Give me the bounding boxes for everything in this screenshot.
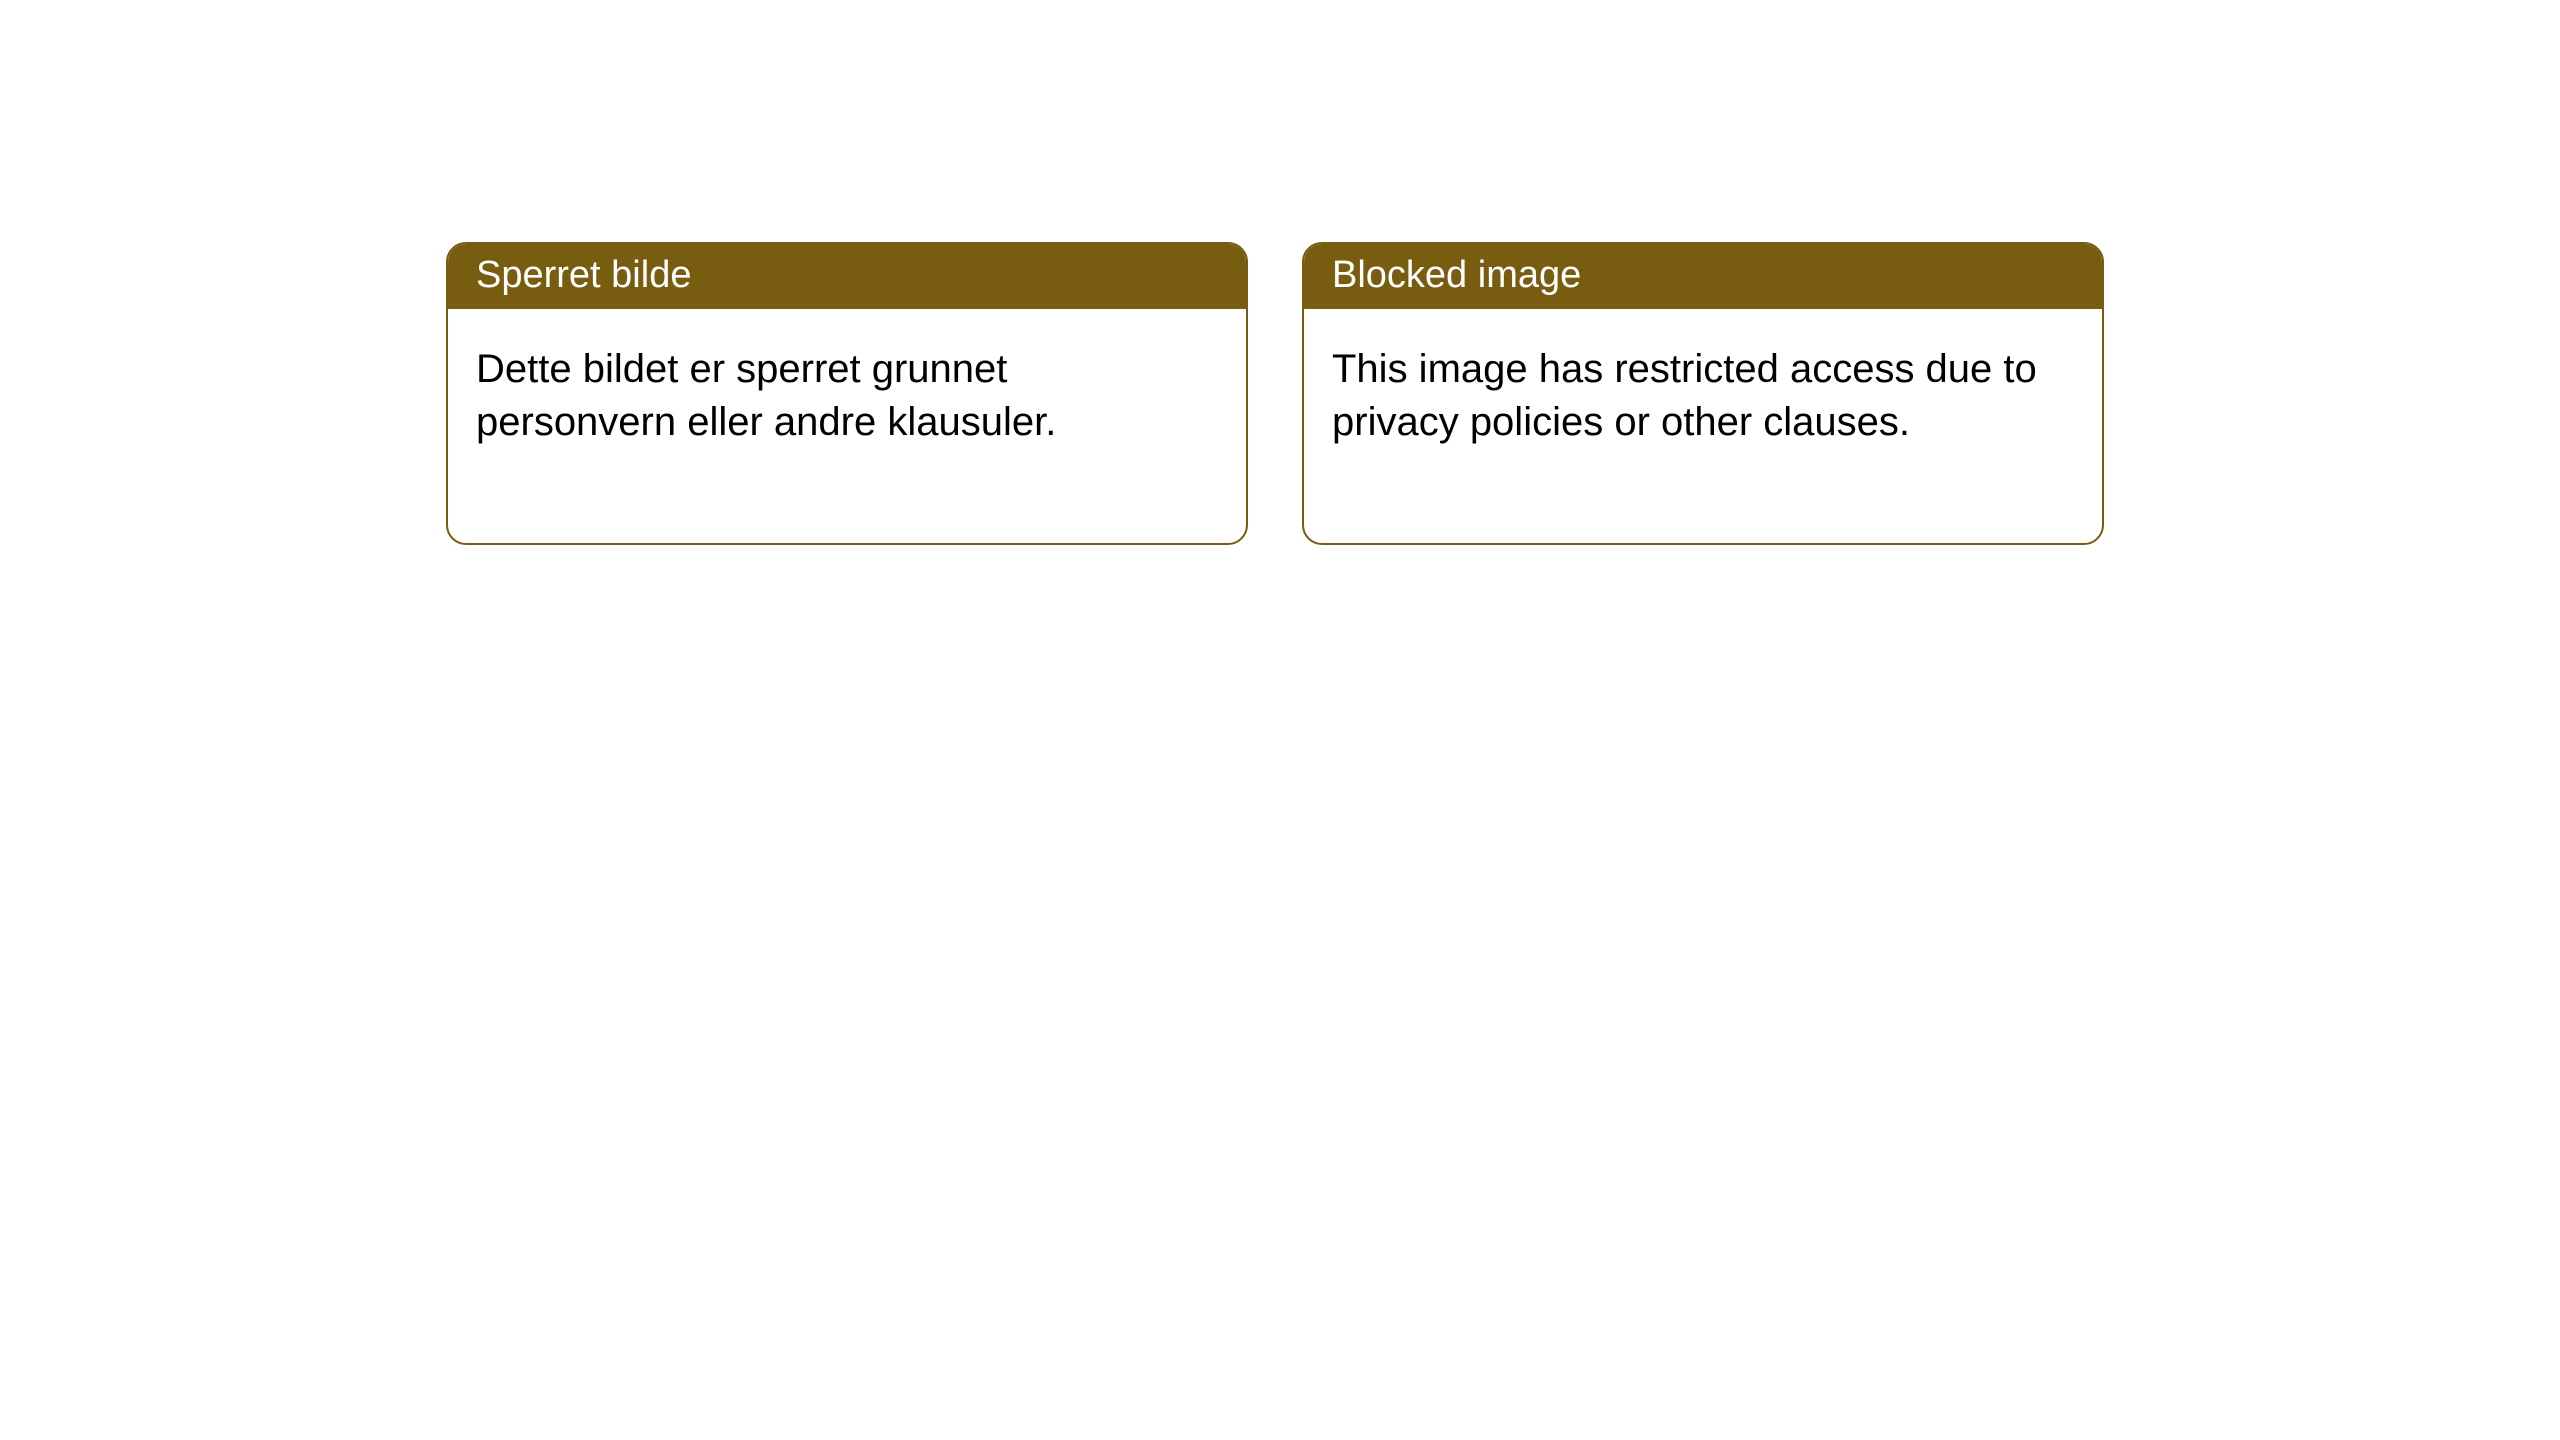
notice-card-norwegian: Sperret bilde Dette bildet er sperret gr… (446, 242, 1248, 545)
notice-container: Sperret bilde Dette bildet er sperret gr… (446, 242, 2104, 545)
notice-body-english: This image has restricted access due to … (1304, 309, 2102, 543)
notice-header-norwegian: Sperret bilde (448, 244, 1246, 309)
notice-header-english: Blocked image (1304, 244, 2102, 309)
notice-card-english: Blocked image This image has restricted … (1302, 242, 2104, 545)
notice-body-norwegian: Dette bildet er sperret grunnet personve… (448, 309, 1246, 543)
